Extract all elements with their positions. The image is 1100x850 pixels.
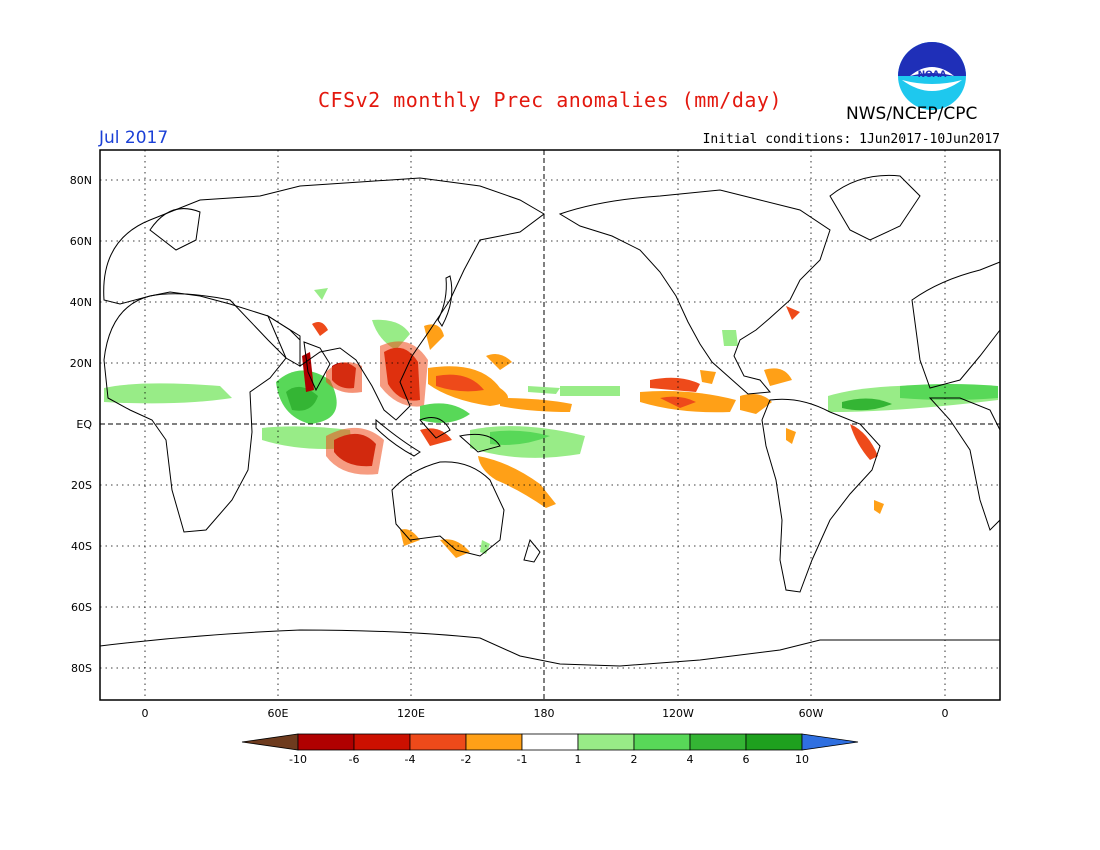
colorbar-lower-extend bbox=[241, 733, 299, 751]
graticule bbox=[100, 150, 1000, 700]
lat-tick: 80N bbox=[70, 174, 92, 187]
initial-conditions: Initial conditions: 1Jun2017-10Jun2017 bbox=[702, 132, 1000, 147]
colorbar-label: 1 bbox=[575, 753, 582, 766]
lon-tick: 0 bbox=[942, 707, 949, 720]
lon-labels: 0 60E 120E 180 120W 60W 0 bbox=[142, 707, 949, 720]
lat-tick: 60S bbox=[71, 601, 92, 614]
lat-tick: 80S bbox=[71, 662, 92, 675]
lon-tick: 60W bbox=[799, 707, 824, 720]
lon-tick: 60E bbox=[268, 707, 289, 720]
logo-text: NOAA bbox=[918, 70, 947, 80]
lon-tick: 120W bbox=[662, 707, 694, 720]
anomaly-shading bbox=[104, 288, 998, 558]
colorbar-box bbox=[353, 733, 411, 751]
lat-tick: 40N bbox=[70, 296, 92, 309]
colorbar-box bbox=[633, 733, 691, 751]
colorbar-label: 10 bbox=[795, 753, 809, 766]
noaa-logo: NOAA bbox=[896, 40, 968, 116]
map-frame bbox=[99, 149, 1001, 701]
colorbar-box bbox=[465, 733, 523, 751]
colorbar-box bbox=[409, 733, 467, 751]
colorbar-box bbox=[689, 733, 747, 751]
lat-tick: 60N bbox=[70, 235, 92, 248]
colorbar-box bbox=[297, 733, 355, 751]
lat-tick: 20N bbox=[70, 357, 92, 370]
colorbar-box bbox=[577, 733, 635, 751]
colorbar-label: 6 bbox=[743, 753, 750, 766]
lon-tick: 120E bbox=[397, 707, 425, 720]
chart-title: CFSv2 monthly Prec anomalies (mm/day) bbox=[317, 88, 783, 112]
colorbar-label: -1 bbox=[517, 753, 528, 766]
colorbar: -10 -6 -4 -2 -1 1 2 4 6 10 bbox=[241, 733, 859, 766]
lat-labels: 80N 60N 40N 20N EQ 20S 40S 60S 80S bbox=[70, 174, 93, 675]
colorbar-label: -4 bbox=[405, 753, 416, 766]
lat-tick: 40S bbox=[71, 540, 92, 553]
agency-label: NWS/NCEP/CPC bbox=[846, 104, 978, 124]
colorbar-upper-extend bbox=[801, 733, 859, 751]
colorbar-box bbox=[521, 733, 579, 751]
lat-tick: EQ bbox=[76, 418, 92, 431]
lon-tick: 0 bbox=[142, 707, 149, 720]
colorbar-box bbox=[745, 733, 803, 751]
colorbar-label: -6 bbox=[349, 753, 360, 766]
valid-month: Jul 2017 bbox=[99, 128, 169, 148]
colorbar-label: -2 bbox=[461, 753, 472, 766]
colorbar-label: 4 bbox=[687, 753, 694, 766]
lon-tick: 180 bbox=[534, 707, 555, 720]
colorbar-label: -10 bbox=[289, 753, 307, 766]
colorbar-label: 2 bbox=[631, 753, 638, 766]
coastlines bbox=[99, 174, 1001, 667]
lat-tick: 20S bbox=[71, 479, 92, 492]
